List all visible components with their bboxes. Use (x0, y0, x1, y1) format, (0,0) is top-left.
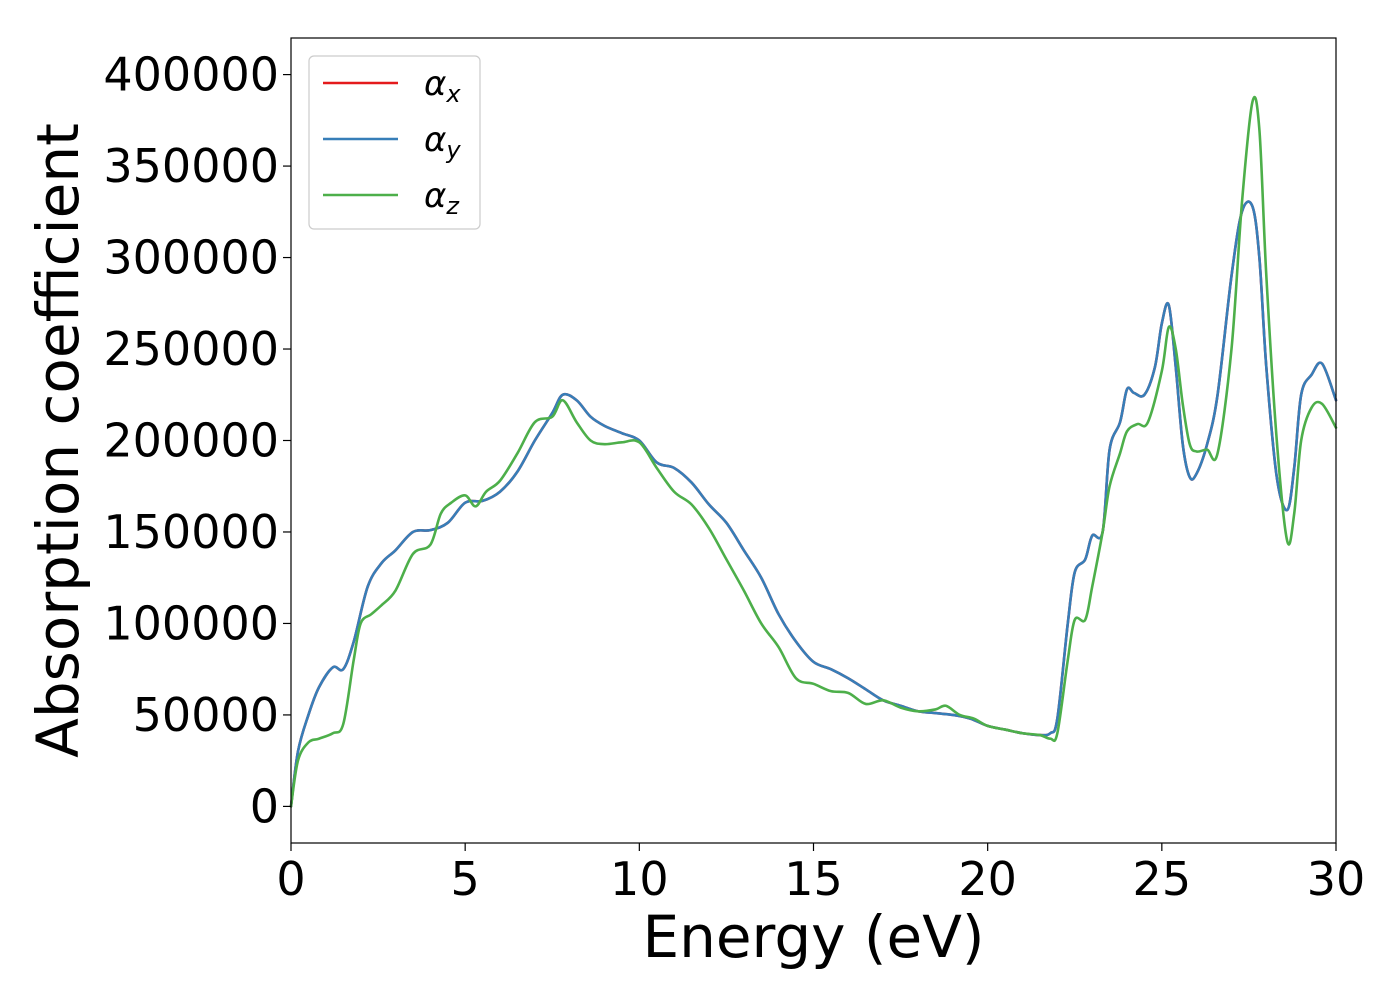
legend-label-y: αy (424, 120, 461, 164)
series-line-z (289, 95, 1338, 808)
x-tick-label: 10 (610, 852, 669, 906)
x-axis-label: Energy (eV) (642, 903, 984, 971)
y-tick-label: 150000 (103, 505, 279, 559)
y-tick-label: 350000 (103, 139, 279, 193)
x-tick-label: 15 (784, 852, 843, 906)
y-tick-label: 200000 (103, 414, 279, 468)
series-line-y (289, 200, 1338, 808)
y-axis: 0 50000 100000 150000 200000 250000 300000 3500… (103, 48, 291, 833)
plot-lines (289, 95, 1338, 808)
x-tick-label: 30 (1307, 852, 1366, 906)
legend: αx αy αz (308, 55, 481, 230)
legend-box (308, 55, 481, 230)
y-tick-label: 50000 (133, 688, 279, 742)
x-tick-label: 25 (1133, 852, 1192, 906)
legend-label-x: αx (424, 64, 461, 108)
x-tick-label: 5 (451, 852, 480, 906)
y-tick-label: 100000 (103, 596, 279, 650)
x-axis: 0 5 10 15 20 25 30 (276, 843, 1365, 906)
x-tick-label: 0 (276, 852, 305, 906)
legend-label-z: αz (424, 176, 460, 220)
y-tick-label: 250000 (103, 322, 279, 376)
y-tick-label: 300000 (103, 231, 279, 285)
y-axis-label: Absorption coefficient (24, 123, 92, 758)
y-tick-label: 400000 (103, 48, 279, 102)
x-tick-label: 20 (958, 852, 1017, 906)
y-tick-label: 0 (250, 779, 279, 833)
